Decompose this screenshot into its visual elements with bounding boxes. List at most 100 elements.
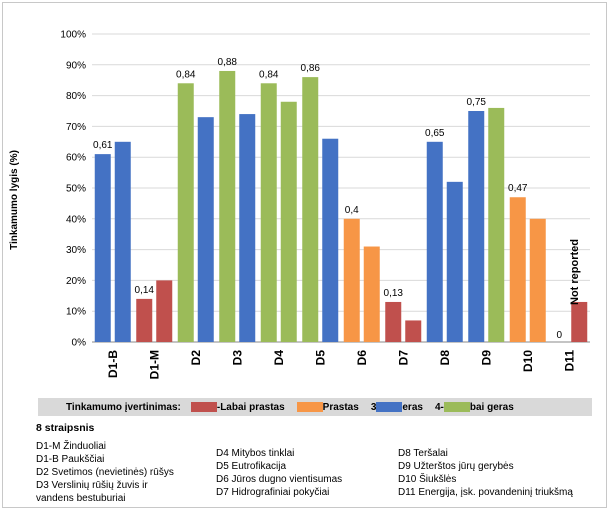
legend-item-poor: Prastas (296, 401, 359, 413)
notes-title: 8 straipsnis (36, 422, 95, 434)
x-tick-d10: D10 (521, 350, 535, 372)
bar-d4-2 (280, 101, 297, 342)
y-tick-label: 40% (66, 214, 86, 225)
bar-chart: 0% 10% 20% 30% 40% 50% 60% 70% 80% 90% 100% 0,61 0,… (9, 30, 590, 380)
legend-swatch-poor (296, 402, 323, 412)
data-labels: 0,61 0,14 0,84 0,88 0,84 0,86 0,4 0,13 0,65 0,75 0… (93, 57, 562, 341)
note-line: D1-B Paukščiai (36, 454, 105, 465)
not-reported-annotation: Not reported (569, 239, 581, 305)
bar-d5-1 (302, 77, 319, 343)
x-tick-d11: D11 (562, 350, 576, 372)
bar-d10-1 (509, 197, 526, 342)
bar-d6-1 (343, 218, 360, 342)
bar-d9-1 (468, 111, 485, 342)
bar-d1-m-2 (156, 280, 173, 342)
descriptor-notes: 8 straipsnis D1-M Žinduoliai D1-B Paukšč… (36, 418, 606, 508)
bar-d6-2 (363, 246, 380, 342)
x-tick-d7: D7 (396, 350, 410, 366)
y-axis-label: Tinkamumo lygis (%) (9, 150, 20, 250)
y-tick-label: 20% (66, 276, 86, 287)
bar-d7-1 (385, 301, 402, 342)
y-axis-ticks: 0% 10% 20% 30% 40% 50% 60% 70% 80% 90% 100% (60, 30, 86, 349)
legend-prefix-very-good: 4- (434, 401, 444, 413)
bar-d2-2 (197, 117, 214, 342)
bar-d1-b-2 (114, 141, 131, 342)
x-tick-d6: D6 (355, 350, 369, 366)
note-line: D4 Mitybos tinklai (216, 448, 295, 459)
note-line: D1-M Žinduoliai (36, 441, 107, 452)
note-line: D6 Jūros dugno vientisumas (216, 474, 343, 485)
bar-d4-1 (260, 83, 277, 342)
data-label-d2: 0,84 (176, 69, 196, 80)
legend: Tinkamumo įvertinimas: -Labai prastas Pr… (38, 398, 592, 416)
data-label-d3: 0,88 (218, 57, 238, 68)
y-tick-label: 70% (66, 122, 86, 133)
data-label-d6: 0,4 (345, 205, 359, 216)
bars (94, 70, 588, 343)
note-line: D11 Energija, įsk. povandeninį triukšmą (398, 487, 573, 498)
data-label-d5: 0,86 (301, 63, 321, 74)
y-tick-label: 50% (66, 184, 86, 195)
note-line: D5 Eutrofikacija (216, 461, 287, 472)
note-line: vandens bestuburiai (36, 493, 126, 504)
data-label-d10: 0,47 (508, 183, 528, 194)
note-line: D9 Užterštos jūrų gerybės (398, 461, 514, 472)
bar-d1-b-1 (94, 154, 111, 342)
x-tick-d4: D4 (272, 350, 286, 366)
bar-d11-2 (571, 301, 588, 342)
y-tick-label: 80% (66, 91, 86, 102)
bar-d8-1 (426, 141, 443, 342)
data-label-d9: 0,75 (467, 97, 487, 108)
data-label-d7: 0,13 (384, 288, 404, 299)
legend-swatch-very-good (443, 402, 470, 412)
data-label-d11: 0 (556, 330, 562, 341)
data-label-d1-b: 0,61 (93, 140, 113, 151)
legend-label-very-poor: -Labai prastas (216, 401, 285, 413)
bar-d3-2 (239, 114, 256, 342)
x-tick-d1-m: D1-M (147, 350, 161, 379)
data-label-d1-m: 0,14 (135, 285, 155, 296)
note-line: D3 Verslinių rūšių žuvis ir (36, 480, 148, 491)
bar-d5-2 (322, 138, 339, 342)
y-tick-label: 60% (66, 153, 86, 164)
note-line: D10 Šiukšlės (398, 474, 457, 485)
bar-d8-2 (446, 181, 463, 342)
bar-d10-2 (529, 218, 546, 342)
y-tick-label: 100% (60, 30, 86, 41)
legend-label-good: eras (402, 401, 423, 413)
legend-prefix-good: 3 (370, 401, 377, 413)
notes-column-3: D8 Teršalai D9 Užterštos jūrų gerybės D1… (398, 447, 573, 499)
legend-swatch-good (376, 402, 403, 412)
gridlines (92, 33, 590, 343)
legend-item-very-good: 4- bai geras (435, 402, 514, 413)
y-tick-label: 30% (66, 245, 86, 256)
legend-label-very-good: bai geras (469, 401, 514, 413)
bar-d1-m-1 (136, 298, 153, 342)
y-tick-label: 10% (66, 307, 86, 318)
x-tick-d3: D3 (230, 350, 244, 366)
note-line: D7 Hidrografiniai pokyčiai (216, 487, 330, 498)
x-tick-d5: D5 (313, 350, 327, 366)
bar-d7-2 (405, 320, 422, 342)
bar-d3-1 (219, 70, 236, 343)
legend-item-very-poor: -Labai prastas (190, 401, 285, 413)
legend-title: Tinkamumo įvertinimas: (66, 401, 181, 413)
bar-d2-1 (177, 83, 194, 342)
y-tick-label: 90% (66, 60, 86, 71)
note-line: D2 Svetimos (nevietinės) rūšys (36, 467, 174, 478)
x-axis-ticks: D1-B D1-M D2 D3 D4 D5 D6 D7 D8 D9 D10 D11 (106, 350, 577, 380)
x-tick-d1-b: D1-B (106, 350, 120, 378)
notes-column-1: D1-M Žinduoliai D1-B Paukščiai D2 Svetim… (36, 440, 174, 505)
data-label-d4: 0,84 (259, 69, 279, 80)
x-tick-d8: D8 (438, 350, 452, 366)
bar-d9-2 (488, 107, 505, 342)
legend-item-good: 3 eras (371, 402, 423, 413)
y-tick-label: 0% (72, 338, 87, 349)
notes-column-2: D4 Mitybos tinklai D5 Eutrofikacija D6 J… (216, 447, 342, 499)
legend-swatch-very-poor (190, 402, 217, 412)
x-tick-d9: D9 (479, 350, 493, 366)
x-tick-d2: D2 (189, 350, 203, 366)
legend-label-poor: Prastas (322, 401, 359, 413)
note-line: D8 Teršalai (398, 448, 448, 459)
